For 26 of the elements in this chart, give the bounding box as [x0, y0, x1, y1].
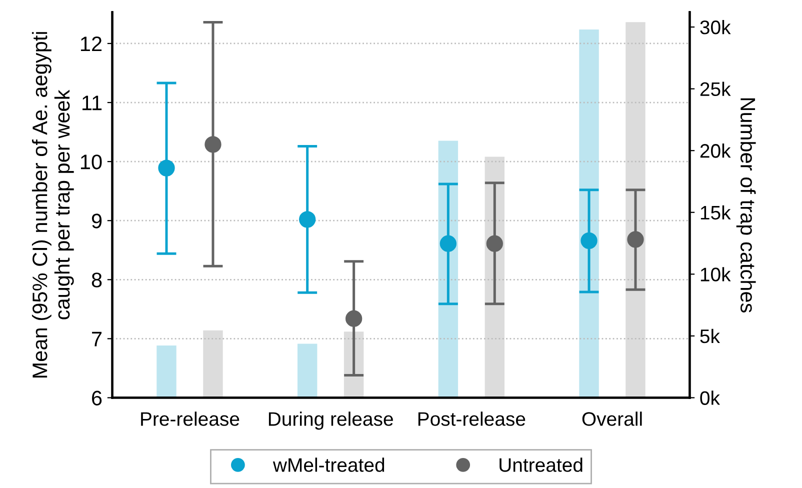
- y-tick-label: 11: [82, 96, 102, 110]
- y-tick-label: 9: [92, 214, 102, 228]
- y2-tick-label: 20k: [700, 144, 731, 158]
- legend-label: wMel-treated: [272, 458, 384, 472]
- x-tick-label: Pre-release: [141, 412, 240, 426]
- x-tick-label: Post-release: [418, 412, 526, 426]
- y-tick-label: 12: [80, 36, 102, 52]
- y-tick-label: 8: [92, 272, 102, 288]
- y2-tick-label: 15k: [700, 205, 731, 220]
- y2-axis-title: Number of trap catches: [736, 98, 756, 312]
- y2-tick-label: 5k: [700, 328, 720, 344]
- y2-tick-label: 0k: [700, 390, 720, 405]
- y2-tick-label: 30k: [700, 20, 731, 34]
- y-tick-label: 6: [92, 390, 102, 406]
- y-axis-title: Mean (95% CI) number of Ae. aegypti caught per trap per week: [32, 32, 74, 378]
- bar: [626, 22, 646, 398]
- y-tick-label: 7: [92, 332, 102, 346]
- bar: [203, 330, 223, 398]
- bar: [297, 344, 318, 398]
- x-tick-label: During release: [268, 412, 393, 430]
- y2-tick-label: 10k: [700, 267, 731, 282]
- x-tick-label: Overall: [582, 412, 642, 426]
- bar: [156, 345, 176, 398]
- legend-label: Untreated: [500, 458, 582, 472]
- y2-tick-label: 25k: [700, 82, 731, 96]
- y-tick-label: 10: [80, 154, 102, 170]
